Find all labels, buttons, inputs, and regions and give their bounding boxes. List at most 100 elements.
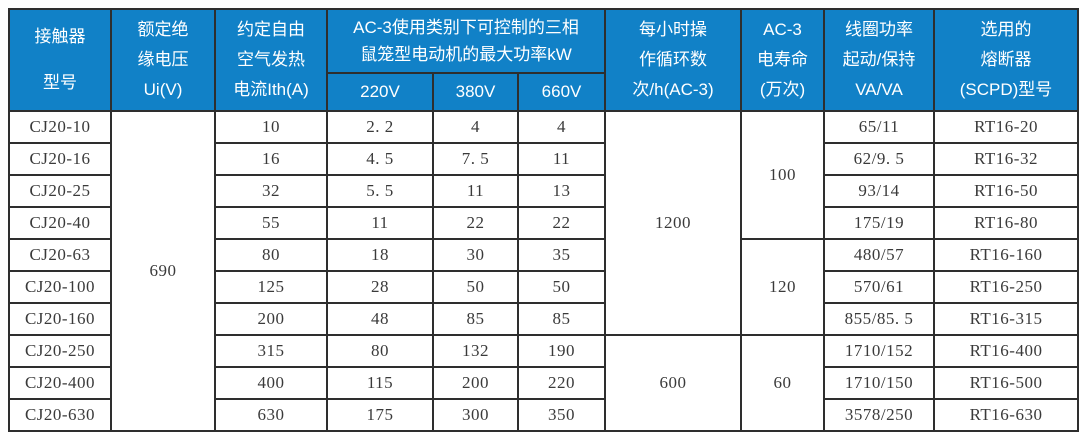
header-max-power-group: AC-3使用类别下可控制的三相 鼠笼型电动机的最大功率kW bbox=[325, 8, 607, 74]
header-row-2: 220V 380V 660V bbox=[9, 72, 1078, 112]
header-model-line: 接触器 bbox=[34, 27, 86, 46]
cell-fuse: RT16-315 bbox=[933, 302, 1080, 336]
cell-kw380: 11 bbox=[432, 174, 519, 208]
header-coil-line: 起动/保持 bbox=[842, 50, 916, 69]
cell-fuse: RT16-20 bbox=[933, 110, 1080, 144]
header-cycles-line: 次/h(AC-3) bbox=[632, 80, 714, 99]
header-380v: 380V bbox=[432, 72, 519, 112]
cell-kw380: 85 bbox=[432, 302, 519, 336]
cell-kw380: 7. 5 bbox=[432, 142, 519, 176]
table-row: CJ20-10 690 10 2. 2 4 4 1200 100 65/11 R… bbox=[8, 110, 1080, 432]
header-coil-line: VA/VA bbox=[855, 80, 903, 99]
cell-coil: 93/14 bbox=[823, 174, 936, 208]
header-380v-label: 380V bbox=[455, 82, 496, 101]
table-row: CJ20-250 315 80 132 190 600 60 1710/152 … bbox=[8, 334, 1080, 432]
cell-model: CJ20-63 bbox=[8, 238, 112, 272]
cell-coil: 175/19 bbox=[823, 206, 936, 240]
table-header: 接触器 型号 额定绝 缘电压 Ui(V) 约定自由 空气发热 电流Ith(A) … bbox=[8, 8, 1080, 112]
cell-fuse: RT16-250 bbox=[933, 270, 1080, 304]
cell-kw380: 200 bbox=[432, 366, 519, 400]
cell-kw220: 5. 5 bbox=[326, 174, 434, 208]
cell-kw220: 48 bbox=[326, 302, 434, 336]
cell-life-merged: 60 bbox=[740, 334, 826, 432]
header-fuse-line: (SCPD)型号 bbox=[959, 80, 1053, 99]
header-thermal-current: 约定自由 空气发热 电流Ith(A) bbox=[214, 8, 328, 112]
cell-kw220: 11 bbox=[326, 206, 434, 240]
cell-ith: 32 bbox=[214, 174, 328, 208]
cell-kw220: 175 bbox=[326, 398, 434, 432]
cell-fuse: RT16-500 bbox=[933, 366, 1080, 400]
cell-fuse: RT16-80 bbox=[933, 206, 1080, 240]
header-ui-line: 缘电压 bbox=[137, 50, 189, 69]
header-fuse-type: 选用的 熔断器 (SCPD)型号 bbox=[933, 8, 1080, 112]
cell-kw380: 30 bbox=[432, 238, 519, 272]
cell-model: CJ20-40 bbox=[8, 206, 112, 240]
header-ith-line: 空气发热 bbox=[237, 50, 305, 69]
cell-ith: 315 bbox=[214, 334, 328, 368]
cell-coil: 65/11 bbox=[823, 110, 936, 144]
cell-ith: 55 bbox=[214, 206, 328, 240]
cell-fuse: RT16-50 bbox=[933, 174, 1080, 208]
cell-model: CJ20-10 bbox=[8, 110, 112, 144]
header-fuse-line: 熔断器 bbox=[980, 50, 1032, 69]
header-rated-insulation-voltage: 额定绝 缘电压 Ui(V) bbox=[110, 8, 216, 112]
cell-kw220: 4. 5 bbox=[326, 142, 434, 176]
cell-model: CJ20-250 bbox=[8, 334, 112, 368]
cell-ui-merged: 690 bbox=[110, 110, 216, 432]
header-operating-cycles: 每小时操 作循环数 次/h(AC-3) bbox=[604, 8, 743, 112]
cell-kw660: 190 bbox=[516, 334, 607, 368]
header-kw-line: 鼠笼型电动机的最大功率kW bbox=[360, 45, 572, 64]
header-row-1: 接触器 型号 额定绝 缘电压 Ui(V) 约定自由 空气发热 电流Ith(A) … bbox=[8, 8, 1080, 112]
cell-coil: 570/61 bbox=[823, 270, 936, 304]
cell-fuse: RT16-32 bbox=[933, 142, 1080, 176]
cell-kw660: 4 bbox=[516, 110, 607, 144]
header-660v: 660V bbox=[516, 72, 607, 112]
table-body: CJ20-10 690 10 2. 2 4 4 1200 100 65/11 R… bbox=[8, 110, 1080, 432]
header-220v-label: 220V bbox=[360, 82, 400, 101]
header-cycles-line: 作循环数 bbox=[639, 50, 708, 69]
cell-kw660: 13 bbox=[516, 174, 607, 208]
cell-life-merged: 120 bbox=[740, 238, 826, 336]
table-row: CJ20-160 200 48 85 85 855/85. 5 RT16-315 bbox=[8, 302, 1080, 336]
cell-ith: 125 bbox=[214, 270, 328, 304]
header-660v-label: 660V bbox=[541, 82, 582, 101]
header-fuse-line: 选用的 bbox=[980, 20, 1032, 39]
cell-coil: 480/57 bbox=[823, 238, 936, 272]
cell-kw220: 2. 2 bbox=[326, 110, 434, 144]
header-life-line: AC-3 bbox=[763, 20, 802, 39]
cell-kw660: 220 bbox=[516, 366, 607, 400]
cell-kw660: 350 bbox=[516, 398, 607, 432]
cell-fuse: RT16-630 bbox=[933, 398, 1080, 432]
cell-cycles-merged: 600 bbox=[604, 334, 743, 432]
cell-kw380: 4 bbox=[432, 110, 519, 144]
header-life-line: 电寿命 bbox=[757, 50, 809, 69]
cell-coil: 62/9. 5 bbox=[823, 142, 936, 176]
cell-kw380: 300 bbox=[432, 398, 519, 432]
header-model-line: 型号 bbox=[43, 73, 77, 92]
header-coil-line: 线圈功率 bbox=[845, 20, 914, 39]
cell-model: CJ20-400 bbox=[8, 366, 112, 400]
cell-model: CJ20-160 bbox=[8, 302, 112, 336]
cell-model: CJ20-16 bbox=[8, 142, 112, 176]
cell-kw220: 28 bbox=[326, 270, 434, 304]
cell-coil: 855/85. 5 bbox=[823, 302, 936, 336]
cell-coil: 1710/150 bbox=[823, 366, 936, 400]
header-ith-line: 电流Ith(A) bbox=[233, 80, 309, 99]
cell-ith: 200 bbox=[214, 302, 328, 336]
cell-kw220: 115 bbox=[326, 366, 434, 400]
cell-kw380: 22 bbox=[432, 206, 519, 240]
header-ith-line: 约定自由 bbox=[237, 20, 305, 39]
table-row: CJ20-40 55 11 22 22 175/19 RT16-80 bbox=[8, 206, 1080, 240]
cell-ith: 16 bbox=[214, 142, 328, 176]
cell-kw660: 50 bbox=[516, 270, 607, 304]
table-row: CJ20-100 125 28 50 50 570/61 RT16-250 bbox=[8, 270, 1080, 304]
cell-kw220: 80 bbox=[326, 334, 434, 368]
cell-ith: 630 bbox=[214, 398, 328, 432]
header-coil-power: 线圈功率 起动/保持 VA/VA bbox=[823, 8, 936, 112]
cell-kw380: 132 bbox=[432, 334, 519, 368]
header-kw-line: AC-3使用类别下可控制的三相 bbox=[353, 18, 579, 37]
header-electrical-life: AC-3 电寿命 (万次) bbox=[740, 8, 826, 112]
cell-kw380: 50 bbox=[432, 270, 519, 304]
cell-cycles-merged: 1200 bbox=[604, 110, 743, 336]
